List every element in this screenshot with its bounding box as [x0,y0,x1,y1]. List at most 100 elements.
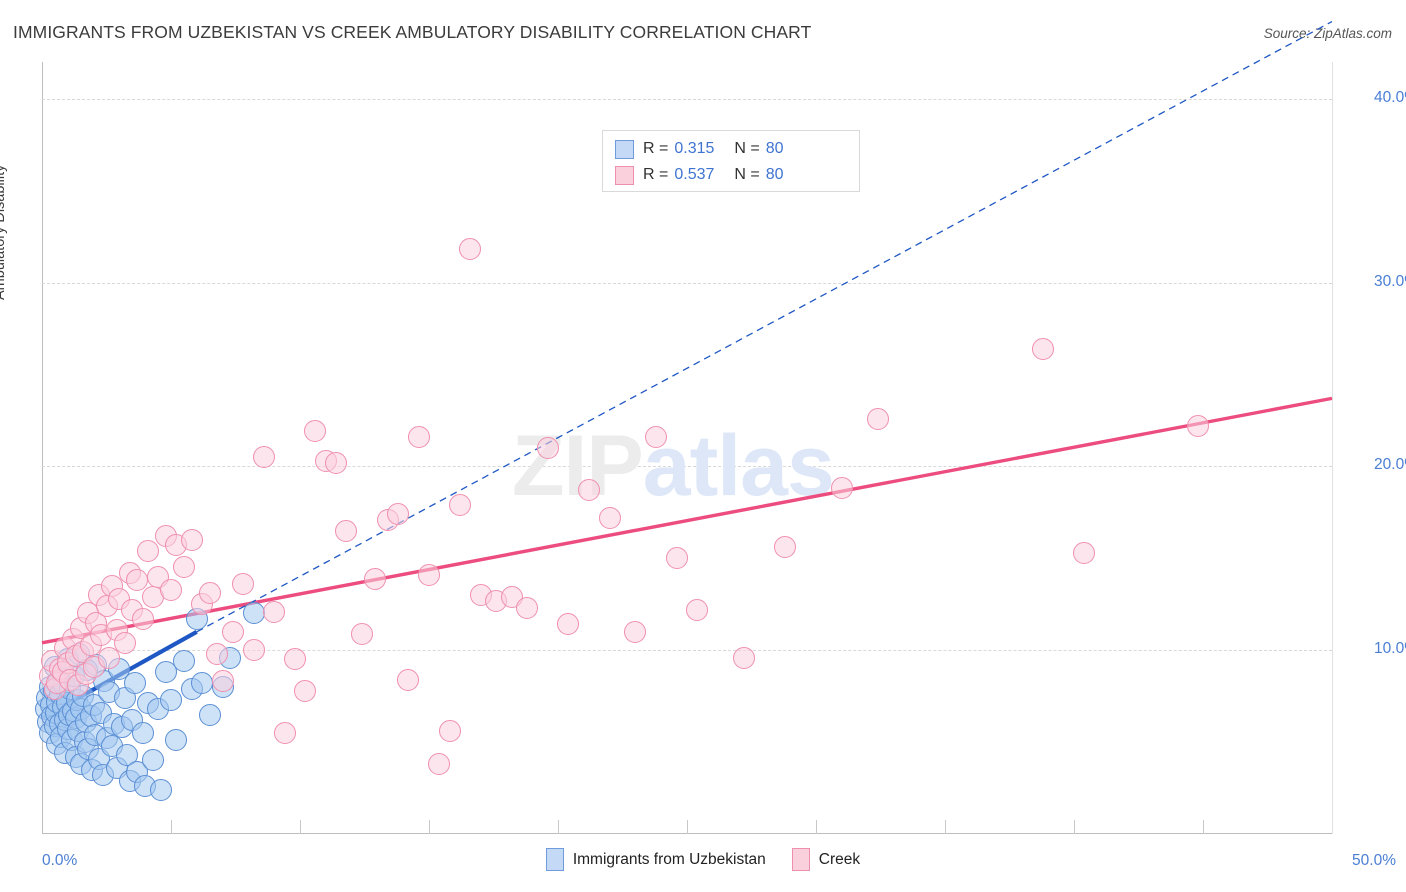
scatter-point [172,556,195,579]
scatter-point [418,563,440,586]
scatter-point [131,607,154,630]
scatter-point [598,506,621,529]
scatter-point [1073,541,1096,564]
trend-line-uzbekistan-extension [196,20,1333,633]
legend-r-label-2: R = [643,166,669,183]
scatter-point [232,573,255,596]
scatter-point [516,596,539,619]
scatter-point [113,631,136,654]
x-tick [945,820,946,834]
scatter-point [206,642,229,665]
scatter-point [263,600,286,623]
gridline [42,466,1332,468]
legend-r-value-1: 0.315 [674,140,715,157]
trend-line-creek [41,396,1333,645]
scatter-point [160,688,182,711]
scatter-point [665,547,688,570]
x-tick [687,820,688,834]
series-label-1: Immigrants from Uzbekistan [572,850,766,868]
series-legend: Immigrants from Uzbekistan Creek [0,848,1406,871]
scatter-point [160,578,182,601]
scatter-point [774,536,797,559]
x-tick [171,820,172,834]
scatter-point [180,528,203,551]
scatter-point [273,721,296,744]
scatter-point [830,477,853,500]
scatter-point [624,620,647,643]
scatter-point [123,672,146,695]
x-tick [300,820,301,834]
scatter-point [732,646,755,669]
scatter-point [149,778,172,801]
gridline [42,282,1332,284]
scatter-point [387,503,410,526]
scatter-point [1186,414,1209,437]
series-swatch-blue [545,848,564,871]
y-tick-label: 10.0% [1374,640,1406,658]
scatter-point [438,720,461,743]
scatter-point [304,420,327,443]
x-axis-min-label: 0.0% [42,852,78,869]
correlation-legend: R = 0.315 N = 80 R = 0.537 N = 80 [602,130,860,192]
scatter-point [141,749,164,772]
scatter-point [397,668,420,691]
scatter-point [363,567,386,590]
source-attribution: Source: ZipAtlas.com [1263,26,1392,41]
gridline [42,98,1332,100]
scatter-point [407,425,430,448]
scatter-point [428,753,451,776]
legend-n-label-2: N = [734,166,760,183]
x-tick [558,820,559,834]
x-axis-max-label: 50.0% [1352,852,1396,869]
scatter-point [686,598,709,621]
legend-n-value-1: 80 [765,140,784,157]
scatter-point [198,703,221,726]
y-tick-label: 30.0% [1374,272,1406,290]
scatter-point [645,425,668,448]
scatter-point [136,539,159,562]
x-tick [816,820,817,834]
legend-n-value-2: 80 [765,166,784,183]
gridline [42,650,1332,652]
series-label-2: Creek [818,850,861,868]
series-swatch-pink [791,848,810,871]
x-tick [1074,820,1075,834]
plot-area: 10.0%20.0%30.0%40.0% ZIPatlas R = 0.315 … [34,20,1406,834]
scatter-point [165,729,188,752]
scatter-point [211,670,234,693]
scatter-point [283,648,306,671]
y-axis-title: Ambulatory Disability [0,164,8,300]
x-tick [429,820,430,834]
y-tick-label: 20.0% [1374,456,1406,474]
legend-swatch-blue [615,139,634,159]
scatter-point [154,661,177,684]
scatter-point [325,451,348,474]
scatter-point [242,639,265,662]
y-axis-line [42,62,43,834]
legend-row-series1: R = 0.315 N = 80 [615,136,784,162]
scatter-point [350,622,373,645]
legend-swatch-pink [615,165,634,185]
scatter-point [557,613,580,636]
series-legend-item-1[interactable]: Immigrants from Uzbekistan [545,848,766,871]
legend-r-label-1: R = [643,140,669,157]
plot-right-border [1332,62,1333,834]
scatter-point [131,721,154,744]
scatter-point [172,650,195,673]
scatter-point [577,479,600,502]
legend-n-label-1: N = [734,140,760,157]
scatter-point [459,238,482,261]
scatter-point [98,646,121,669]
scatter-point [1032,337,1055,360]
y-tick-label: 40.0% [1374,88,1406,106]
series-legend-item-2[interactable]: Creek [791,848,861,871]
page-title: IMMIGRANTS FROM UZBEKISTAN VS CREEK AMBU… [13,22,812,42]
legend-row-series2: R = 0.537 N = 80 [615,162,784,188]
scatter-point [866,407,889,430]
scatter-point [536,437,559,459]
scatter-point [242,602,265,625]
scatter-point [198,582,221,605]
x-tick [1203,820,1204,834]
scatter-point [448,493,471,516]
